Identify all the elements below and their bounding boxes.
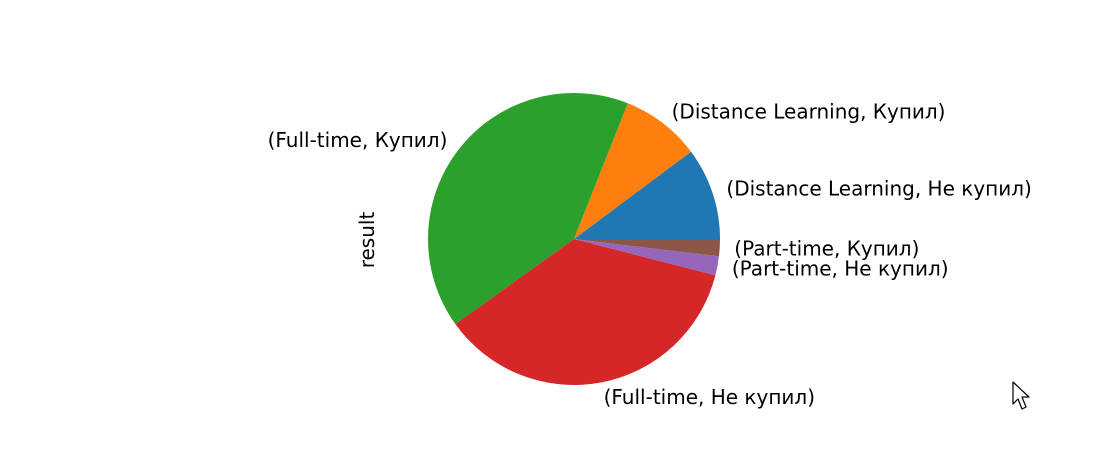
y-axis-label: result: [355, 212, 379, 269]
pie-slice: [455, 239, 716, 385]
pie-slice: [428, 92, 628, 325]
arrow-cursor-icon: [1012, 381, 1030, 410]
pie-slice: [574, 151, 720, 239]
pie-slice-label: (Full-time, Не купил): [604, 385, 815, 409]
pie-slice-label: (Distance Learning, Не купил): [726, 176, 1031, 200]
pie-labels: (Distance Learning, Не купил) (Distance L…: [268, 99, 1032, 408]
pie-slice-label: (Part-time, Не купил): [732, 257, 949, 281]
pie-slice-label: (Full-time, Купил): [268, 128, 448, 152]
pie-slice-label: (Part-time, Купил): [734, 237, 919, 261]
pie-slice: [574, 239, 719, 276]
pie-slices: [428, 92, 720, 385]
pie-slice: [574, 103, 692, 239]
pie-slice-label: (Distance Learning, Купил): [672, 99, 946, 123]
pie-slice: [574, 239, 720, 257]
